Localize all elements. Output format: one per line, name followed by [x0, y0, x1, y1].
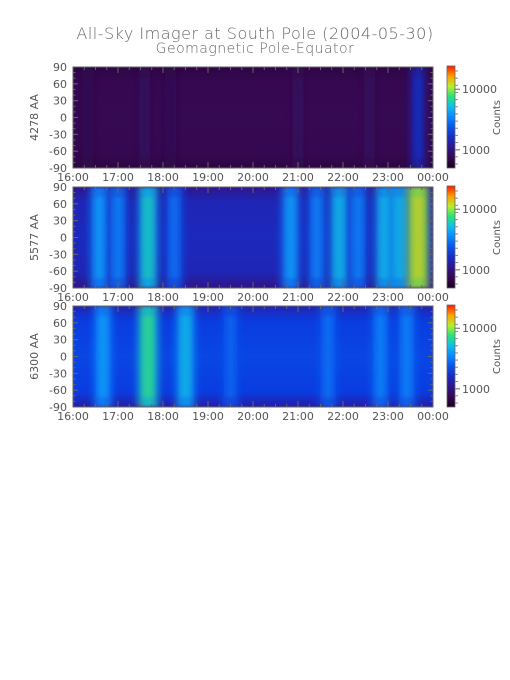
x-tick-label: 00:00: [417, 171, 449, 184]
heatmap-streak-core: [141, 77, 147, 158]
x-tick-label: 23:00: [372, 171, 404, 184]
x-tick-label: 16:00: [57, 410, 89, 423]
x-tick-label: 19:00: [192, 291, 224, 304]
heatmap-streak-core: [85, 77, 91, 158]
heatmap-streak-core: [114, 197, 122, 278]
x-tick-label: 19:00: [192, 410, 224, 423]
y-tick-label: 60: [53, 78, 67, 91]
colorbar: [446, 304, 456, 408]
x-tick-label: 18:00: [147, 410, 179, 423]
y-tick-label: 90: [53, 300, 67, 313]
heatmap-background: [73, 67, 433, 168]
x-tick-label: 20:00: [237, 410, 269, 423]
y-tick-label: -60: [49, 145, 67, 158]
heatmap-background: [73, 187, 433, 288]
x-tick-label: 17:00: [102, 410, 134, 423]
heatmap-streak-core: [171, 197, 178, 278]
heatmap-streak-core: [366, 77, 372, 158]
x-tick-label: 16:00: [57, 171, 89, 184]
y-tick-label: 30: [53, 215, 67, 228]
x-tick-label: 00:00: [417, 291, 449, 304]
colorbar-label: Counts: [492, 100, 503, 135]
x-tick-label: 22:00: [327, 171, 359, 184]
heatmap-streak-core: [287, 197, 294, 278]
y-tick-label: -60: [49, 265, 67, 278]
heatmap-streak-core: [295, 77, 301, 158]
colorbar-tick-label: 1000: [462, 264, 490, 277]
chart-title: All-Sky Imager at South Pole (2004-05-30…: [76, 24, 434, 43]
heatmap-streak-core: [415, 77, 421, 158]
x-tick-label: 21:00: [282, 410, 314, 423]
x-tick-label: 00:00: [417, 410, 449, 423]
colorbar-tick-label: 1000: [462, 383, 490, 396]
heatmap-streak-core: [413, 197, 423, 278]
x-tick-label: 17:00: [102, 291, 134, 304]
colorbar: [446, 185, 456, 289]
y-tick-label: -30: [49, 367, 67, 380]
colorbar-label: Counts: [492, 339, 503, 374]
y-tick-label: 90: [53, 181, 67, 194]
colorbar-tick-label: 10000: [462, 322, 497, 335]
heatmap-streak-core: [95, 197, 103, 278]
chart-subtitle: Geomagnetic Pole-Equator: [155, 41, 355, 57]
heatmap-streak-core: [395, 197, 403, 278]
y-tick-label: -60: [49, 384, 67, 397]
y-tick-label: -90: [49, 282, 67, 295]
y-tick-label: 90: [53, 61, 67, 74]
heatmap-streak-core: [144, 316, 152, 397]
y-tick-label: -90: [49, 162, 67, 175]
y-tick-label: -30: [49, 248, 67, 261]
x-tick-label: 22:00: [327, 410, 359, 423]
heatmap-features: [94, 306, 415, 407]
colorbar-tick-label: 10000: [462, 203, 497, 216]
y-axis-label: 5577 AA: [28, 214, 41, 261]
x-tick-label: 22:00: [327, 291, 359, 304]
x-tick-label: 23:00: [372, 410, 404, 423]
colorbar-label: Counts: [492, 220, 503, 255]
y-tick-label: 60: [53, 198, 67, 211]
y-tick-label: 0: [60, 232, 67, 245]
heatmap-streak-core: [377, 316, 384, 397]
y-tick-label: 60: [53, 317, 67, 330]
x-tick-label: 21:00: [282, 291, 314, 304]
heatmap-features: [90, 187, 429, 288]
y-axis-label: 4278 AA: [28, 94, 41, 141]
heatmap-streak-core: [99, 316, 107, 397]
y-tick-label: -30: [49, 128, 67, 141]
colorbar: [446, 65, 456, 169]
heatmap-streak-core: [380, 197, 388, 278]
y-tick-label: 30: [53, 334, 67, 347]
heatmap-streak-core: [324, 316, 332, 397]
y-tick-label: 0: [60, 351, 67, 364]
colorbar-tick-label: 1000: [462, 144, 490, 157]
heatmap-streak-core: [403, 316, 411, 397]
x-tick-label: 19:00: [192, 171, 224, 184]
x-tick-label: 23:00: [372, 291, 404, 304]
heatmap-streak-core: [181, 316, 190, 397]
x-tick-label: 17:00: [102, 171, 134, 184]
heatmap-streak-core: [354, 197, 362, 278]
x-tick-label: 21:00: [282, 171, 314, 184]
y-tick-label: -90: [49, 401, 67, 414]
heatmap-streak-core: [227, 316, 234, 397]
x-tick-label: 20:00: [237, 291, 269, 304]
heatmap-streak-core: [168, 77, 173, 158]
heatmap-streak-core: [144, 197, 152, 278]
x-tick-label: 18:00: [147, 171, 179, 184]
y-axis-label: 6300 AA: [28, 333, 41, 380]
y-tick-label: 30: [53, 95, 67, 108]
y-tick-label: 0: [60, 112, 67, 125]
x-tick-label: 18:00: [147, 291, 179, 304]
heatmap-streak-core: [313, 197, 321, 278]
colorbar-tick-label: 10000: [462, 83, 497, 96]
x-tick-label: 16:00: [57, 291, 89, 304]
x-tick-label: 20:00: [237, 171, 269, 184]
heatmap-streak-core: [335, 197, 343, 278]
heatmap-features: [82, 67, 425, 168]
